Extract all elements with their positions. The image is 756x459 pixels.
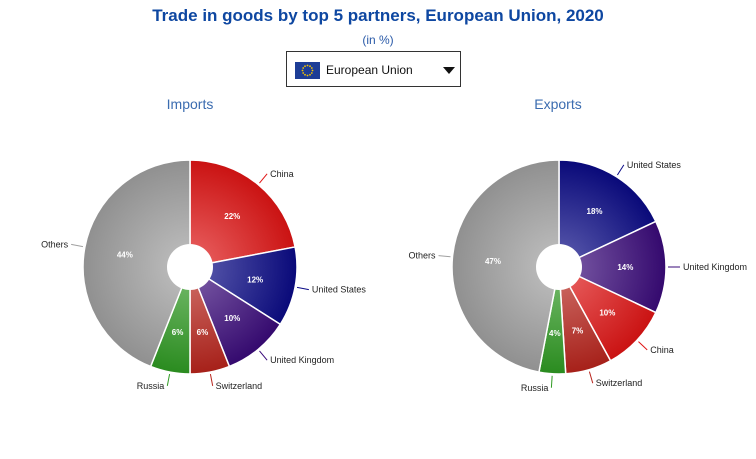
exports-value-label-russia: 4%	[549, 329, 561, 338]
imports-donut-hole	[167, 244, 213, 290]
exports-chart-title: Exports	[534, 96, 582, 112]
exports-connector-united-states	[616, 164, 625, 176]
imports-connector-switzerland	[209, 373, 214, 386]
imports-value-label-united-states: 12%	[247, 275, 263, 284]
imports-slice-united-states[interactable]	[187, 246, 298, 326]
exports-value-label-switzerland: 7%	[572, 327, 584, 336]
exports-slice-united-states[interactable]	[558, 159, 657, 269]
imports-slice-others[interactable]	[82, 159, 191, 368]
exports-connector-china	[638, 341, 648, 351]
exports-category-label-switzerland: Switzerland	[596, 378, 643, 388]
eu-flag-icon	[295, 62, 320, 79]
imports-category-label-russia: Russia	[137, 381, 165, 391]
exports-value-label-united-states: 18%	[587, 207, 603, 216]
exports-connector-switzerland	[588, 371, 594, 384]
imports-category-label-others: Others	[41, 239, 69, 249]
exports-category-label-china: China	[650, 345, 674, 355]
imports-category-label-united-states: United States	[312, 285, 367, 295]
chevron-down-icon[interactable]	[443, 67, 455, 74]
exports-connector-others	[438, 255, 451, 258]
chart-title: Trade in goods by top 5 partners, Europe…	[152, 6, 604, 25]
imports-slice-china[interactable]	[189, 159, 296, 268]
exports-slice-united-kingdom[interactable]	[557, 220, 667, 314]
imports-value-label-russia: 6%	[172, 328, 184, 337]
imports-category-label-switzerland: Switzerland	[216, 381, 263, 391]
imports-connector-united-states	[296, 286, 309, 291]
imports-connector-china	[259, 173, 268, 184]
exports-connector-russia	[550, 375, 553, 388]
imports-connector-russia	[166, 373, 171, 386]
exports-slice-others[interactable]	[451, 159, 560, 373]
country-selector-value: European Union	[326, 63, 413, 77]
imports-chart-title: Imports	[166, 96, 214, 112]
imports-category-label-china: China	[270, 169, 294, 179]
exports-category-label-others: Others	[409, 251, 437, 261]
exports-donut-hole	[536, 244, 582, 290]
exports-category-label-russia: Russia	[521, 383, 549, 393]
exports-value-label-others: 47%	[485, 257, 501, 266]
imports-pie: 22% China 12% United States 10% United Kingdo…	[41, 159, 367, 391]
exports-category-label-united-kingdom: United Kingdom	[683, 262, 747, 272]
imports-value-label-united-kingdom: 10%	[224, 314, 240, 323]
imports-value-label-switzerland: 6%	[197, 328, 209, 337]
imports-value-label-others: 44%	[117, 251, 133, 260]
imports-connector-united-kingdom	[259, 350, 268, 361]
exports-value-label-united-kingdom: 14%	[617, 263, 633, 272]
chart-subtitle: (in %)	[362, 33, 394, 47]
exports-pie: 18% United States 14% United Kingdom 10% Chin…	[409, 159, 747, 393]
imports-category-label-united-kingdom: United Kingdom	[270, 355, 334, 365]
country-selector[interactable]: European Union	[286, 51, 461, 87]
exports-value-label-china: 10%	[599, 308, 615, 317]
exports-category-label-united-states: United States	[627, 160, 682, 170]
imports-connector-others	[71, 243, 84, 248]
imports-value-label-china: 22%	[224, 212, 240, 221]
